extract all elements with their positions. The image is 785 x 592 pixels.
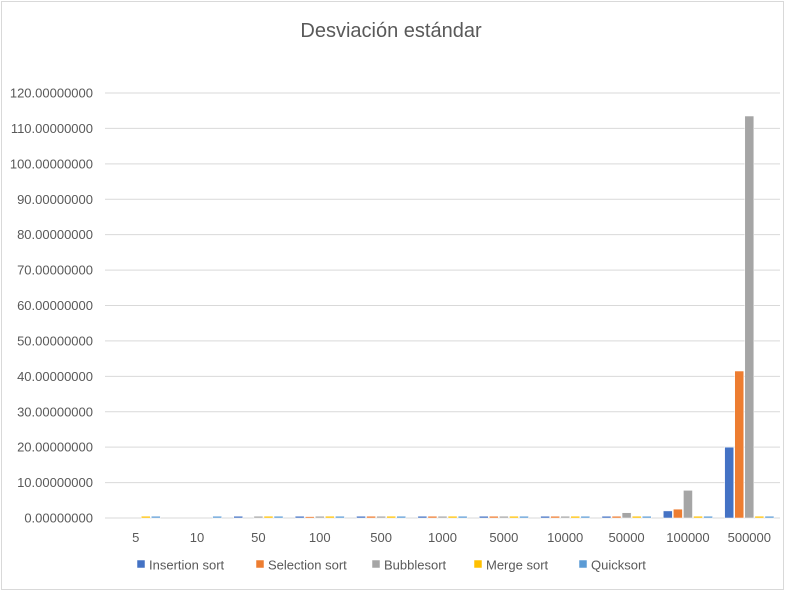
- legend-swatch: [578, 559, 588, 569]
- y-tick-label: 40.00000000: [17, 369, 93, 384]
- bar-bubblesort-500000: [744, 115, 755, 519]
- bar-merge-sort-5: [140, 515, 151, 519]
- bar-bubblesort-1000: [437, 515, 448, 519]
- bar-quicksort-5: [151, 515, 161, 519]
- bar-insertion-sort-500000: [724, 446, 734, 519]
- x-tick-label: 10000: [547, 530, 583, 545]
- bar-selection-sort-500000: [734, 370, 745, 519]
- y-tick-label: 80.00000000: [17, 227, 93, 242]
- bar-selection-sort-100000: [673, 508, 683, 519]
- bar-insertion-sort-50000: [601, 515, 612, 519]
- bar-quicksort-50: [273, 515, 284, 519]
- bar-bubblesort-50: [253, 515, 264, 519]
- bar-insertion-sort-500: [356, 515, 366, 519]
- bar-merge-sort-50: [263, 515, 274, 519]
- bar-insertion-sort-50: [233, 515, 244, 519]
- bar-merge-sort-5000: [509, 515, 519, 519]
- x-tick-label: 1000: [428, 530, 457, 545]
- x-tick-label: 50: [251, 530, 265, 545]
- y-tick-label: 110.00000000: [11, 121, 93, 136]
- bar-quicksort-500000: [764, 515, 775, 519]
- bar-bubblesort-10000: [560, 515, 571, 519]
- bar-merge-sort-50000: [631, 515, 642, 519]
- bar-bubblesort-500: [376, 515, 386, 519]
- chart-title: Desviación estándar: [300, 20, 482, 42]
- bar-insertion-sort-10000: [540, 515, 550, 519]
- x-tick-label: 5: [132, 530, 139, 545]
- bar-merge-sort-100000: [693, 515, 703, 519]
- x-axis-ticks: 5 10 50 100 500 1000 5000 10000 50000 100000 50000…: [132, 530, 771, 545]
- bar-quicksort-100: [335, 515, 345, 519]
- legend-label: Quicksort: [591, 558, 646, 573]
- bar-insertion-sort-100000: [663, 510, 673, 519]
- y-tick-label: 90.00000000: [17, 192, 93, 207]
- y-tick-label: 0.00000000: [24, 511, 93, 526]
- y-tick-label: 10.00000000: [17, 475, 93, 490]
- x-tick-label: 100: [309, 530, 331, 545]
- legend-label: Selection sort: [268, 558, 347, 573]
- bar-selection-sort-1000: [427, 515, 438, 519]
- y-tick-label: 120.00000000: [10, 86, 93, 101]
- y-tick-label: 100.00000000: [10, 156, 93, 171]
- bar-merge-sort-500000: [754, 515, 765, 519]
- x-tick-label: 5000: [489, 530, 518, 545]
- bar-selection-sort-10000: [550, 515, 560, 519]
- bar-bubblesort-100000: [683, 490, 693, 519]
- bar-quicksort-1000: [457, 515, 468, 519]
- y-axis-ticks: 0.00000000 10.00000000 20.00000000 30.00000…: [10, 86, 93, 526]
- y-tick-label: 60.00000000: [17, 298, 93, 313]
- legend-label: Insertion sort: [149, 558, 225, 573]
- legend-swatch: [371, 559, 381, 569]
- y-tick-label: 30.00000000: [17, 404, 93, 419]
- y-tick-label: 70.00000000: [17, 263, 93, 278]
- bar-merge-sort-500: [386, 515, 396, 519]
- gridlines: [105, 92, 780, 519]
- bar-merge-sort-10000: [570, 515, 581, 519]
- bar-bubblesort-100: [314, 515, 325, 519]
- bar-quicksort-10000: [580, 515, 591, 519]
- legend-label: Bubblesort: [384, 558, 447, 573]
- bar-quicksort-100000: [703, 515, 713, 519]
- legend-label: Merge sort: [486, 558, 549, 573]
- bar-insertion-sort-5000: [478, 515, 489, 519]
- bars: [140, 115, 775, 519]
- bar-selection-sort-5000: [489, 515, 499, 519]
- bar-merge-sort-100: [325, 515, 335, 519]
- y-tick-label: 50.00000000: [17, 333, 93, 348]
- x-tick-label: 50000: [609, 530, 645, 545]
- bar-selection-sort-500: [366, 515, 376, 519]
- bar-insertion-sort-1000: [417, 515, 428, 519]
- bar-quicksort-10: [212, 515, 222, 519]
- bar-bubblesort-50000: [621, 512, 632, 519]
- x-tick-label: 10: [190, 530, 204, 545]
- x-tick-label: 100000: [666, 530, 709, 545]
- bar-bubblesort-5000: [499, 515, 509, 519]
- bar-merge-sort-1000: [447, 515, 458, 519]
- bar-selection-sort-100: [304, 516, 315, 519]
- bar-quicksort-500: [396, 515, 407, 519]
- x-tick-label: 500: [370, 530, 392, 545]
- legend-swatch: [255, 559, 265, 569]
- bar-insertion-sort-100: [294, 515, 305, 519]
- legend: Insertion sort Selection sort Bubblesort Me…: [136, 558, 646, 573]
- x-tick-label: 500000: [728, 530, 771, 545]
- bar-quicksort-50000: [641, 515, 652, 519]
- legend-swatch: [136, 559, 146, 569]
- legend-swatch: [473, 559, 483, 569]
- bar-selection-sort-50000: [611, 515, 622, 519]
- y-tick-label: 20.00000000: [17, 440, 93, 455]
- bar-quicksort-5000: [519, 515, 529, 519]
